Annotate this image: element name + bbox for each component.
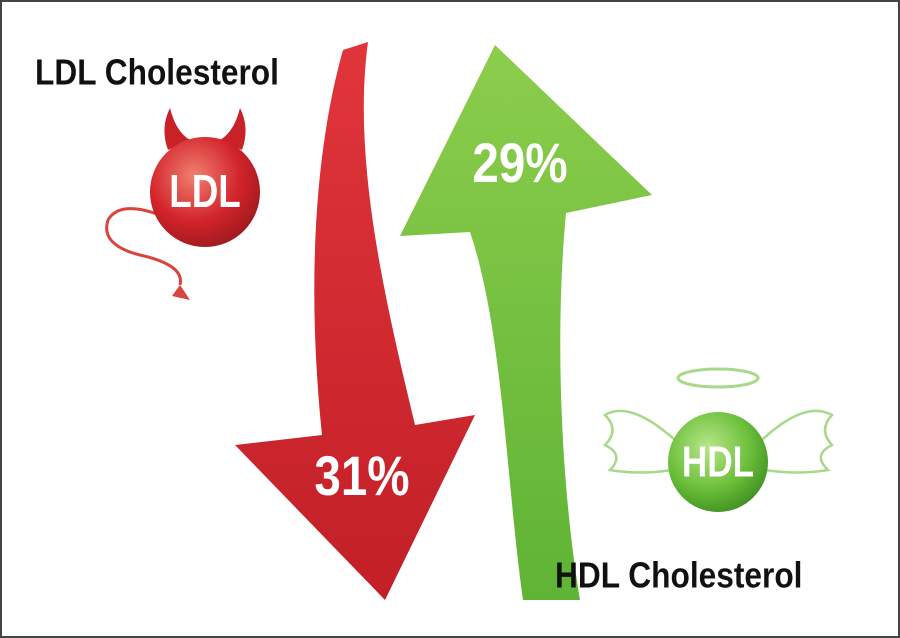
up-arrow (400, 45, 652, 600)
down-arrow (235, 42, 475, 600)
hdl-badge: HDL (682, 438, 754, 487)
hdl-title: HDL Cholesterol (555, 556, 802, 596)
ldl-title: LDL Cholesterol (35, 53, 279, 93)
ldl-badge: LDL (169, 165, 241, 217)
ldl-devil (105, 108, 260, 300)
ldl-change: 31% (314, 445, 409, 507)
hdl-angel (602, 367, 835, 512)
hdl-change: 29% (472, 132, 567, 194)
